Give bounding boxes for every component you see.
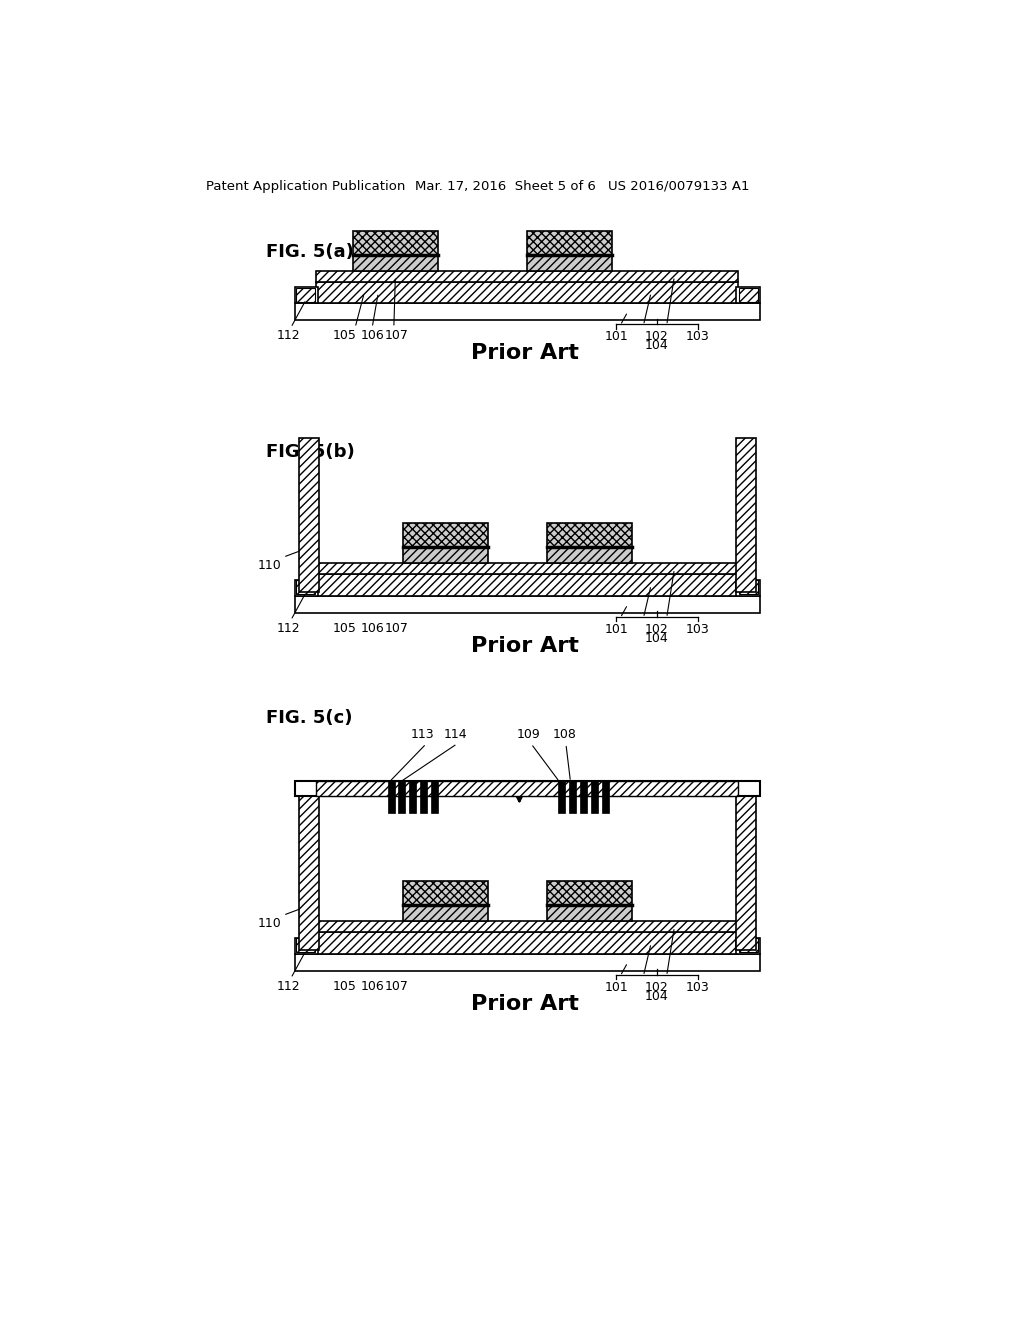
Bar <box>316 574 738 595</box>
Bar <box>580 780 587 813</box>
Text: Prior Art: Prior Art <box>471 343 579 363</box>
Bar <box>736 579 760 595</box>
Text: 113: 113 <box>411 727 434 741</box>
Bar <box>431 780 438 813</box>
Bar <box>316 780 738 796</box>
Bar <box>403 524 488 548</box>
Bar <box>736 937 760 954</box>
Bar <box>558 780 565 813</box>
Text: 107: 107 <box>385 330 409 342</box>
Bar <box>388 780 394 813</box>
Bar <box>739 288 758 302</box>
Bar <box>547 524 632 548</box>
Text: 102: 102 <box>645 981 669 994</box>
Bar <box>316 921 738 932</box>
Bar <box>420 780 427 813</box>
Text: 106: 106 <box>360 330 384 342</box>
Text: Prior Art: Prior Art <box>471 636 579 656</box>
Text: 106: 106 <box>360 979 384 993</box>
Text: 114: 114 <box>444 727 468 741</box>
Bar <box>736 286 760 304</box>
Bar <box>410 780 417 813</box>
Text: 104: 104 <box>645 339 669 352</box>
Text: 105: 105 <box>333 330 357 342</box>
Bar <box>403 882 488 906</box>
Text: 103: 103 <box>686 623 710 636</box>
Bar <box>547 548 632 564</box>
Text: 112: 112 <box>276 330 300 342</box>
Bar <box>316 780 738 796</box>
Bar <box>295 780 760 796</box>
Bar <box>601 780 608 813</box>
Text: 110: 110 <box>258 917 282 929</box>
Text: 101: 101 <box>604 330 628 343</box>
Bar <box>735 438 756 591</box>
Bar <box>398 780 406 813</box>
Text: 107: 107 <box>385 622 409 635</box>
Bar <box>527 255 612 271</box>
Text: 105: 105 <box>333 979 357 993</box>
Bar <box>547 906 632 921</box>
Text: 104: 104 <box>645 990 669 1003</box>
Bar <box>296 581 314 594</box>
Text: 112: 112 <box>276 622 300 635</box>
Bar <box>403 548 488 564</box>
Text: 102: 102 <box>645 330 669 343</box>
Bar <box>739 939 758 952</box>
Bar <box>295 954 760 970</box>
Text: US 2016/0079133 A1: US 2016/0079133 A1 <box>608 180 750 193</box>
Bar <box>296 939 314 952</box>
Text: Mar. 17, 2016  Sheet 5 of 6: Mar. 17, 2016 Sheet 5 of 6 <box>415 180 596 193</box>
Text: 106: 106 <box>360 622 384 635</box>
Bar <box>295 937 317 954</box>
Bar <box>352 255 438 271</box>
Bar <box>316 271 738 281</box>
Bar <box>403 906 488 921</box>
Bar <box>569 780 575 813</box>
Text: 102: 102 <box>645 623 669 636</box>
Bar <box>299 438 318 591</box>
Bar <box>316 564 738 574</box>
Text: 101: 101 <box>604 981 628 994</box>
Text: FIG. 5(c): FIG. 5(c) <box>266 709 352 727</box>
Bar <box>295 286 317 304</box>
Text: 104: 104 <box>645 632 669 645</box>
Text: 108: 108 <box>552 727 577 741</box>
Text: 112: 112 <box>276 979 300 993</box>
Text: FIG. 5(a): FIG. 5(a) <box>266 243 354 261</box>
Bar <box>295 595 760 612</box>
Bar <box>295 304 760 321</box>
Bar <box>295 579 317 595</box>
Bar <box>735 796 756 950</box>
Bar <box>547 882 632 906</box>
Bar <box>352 231 438 255</box>
Bar <box>316 281 738 304</box>
Text: 109: 109 <box>517 727 541 741</box>
Text: 103: 103 <box>686 330 710 343</box>
Bar <box>299 796 318 950</box>
Bar <box>739 581 758 594</box>
Bar <box>591 780 598 813</box>
Bar <box>316 932 738 954</box>
Text: 107: 107 <box>385 979 409 993</box>
Text: Patent Application Publication: Patent Application Publication <box>206 180 404 193</box>
Text: 103: 103 <box>686 981 710 994</box>
Text: 101: 101 <box>604 623 628 636</box>
Bar <box>527 231 612 255</box>
Text: 105: 105 <box>333 622 357 635</box>
Bar <box>296 288 314 302</box>
Text: 110: 110 <box>258 558 282 572</box>
Text: FIG. 5(b): FIG. 5(b) <box>266 444 354 461</box>
Text: Prior Art: Prior Art <box>471 994 579 1014</box>
